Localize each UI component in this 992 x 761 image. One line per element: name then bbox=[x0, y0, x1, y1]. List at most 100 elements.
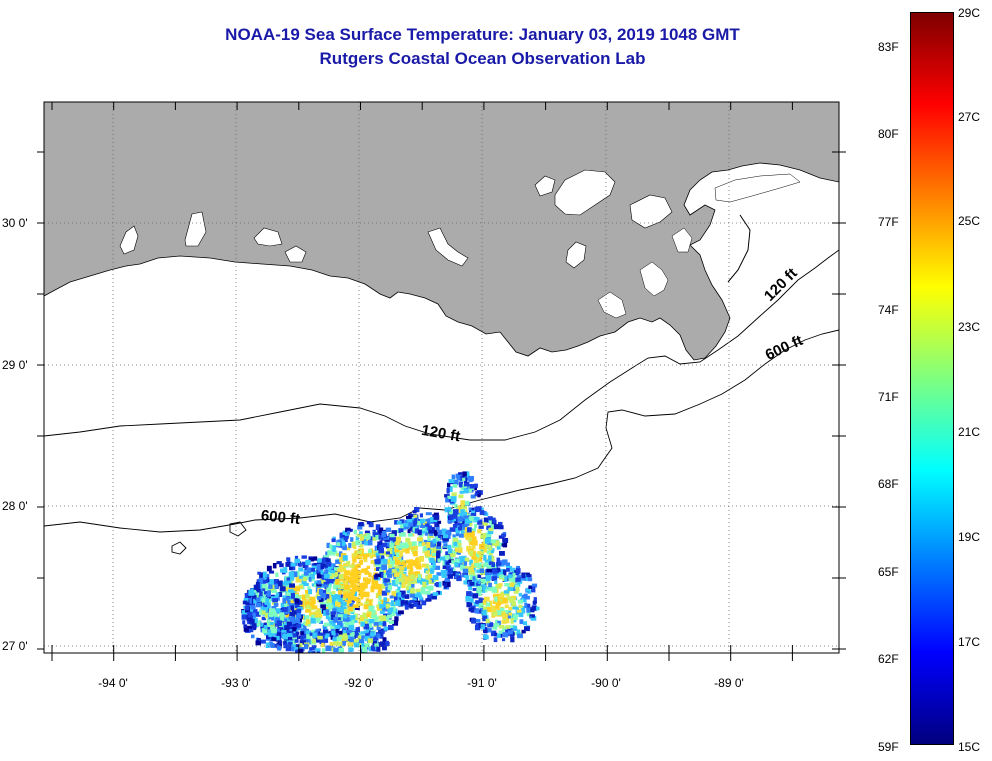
sst-pixel bbox=[471, 510, 476, 515]
sst-pixel bbox=[361, 635, 367, 639]
sst-pixel bbox=[502, 612, 506, 616]
sst-pixel bbox=[445, 530, 450, 535]
sst-pixel bbox=[367, 551, 372, 556]
sst-pixel bbox=[331, 591, 336, 595]
contour-600ft-blob-2 bbox=[229, 521, 247, 537]
sst-pixel bbox=[375, 535, 381, 540]
sst-pixel bbox=[334, 625, 340, 629]
sst-pixel bbox=[364, 540, 370, 546]
sst-pixel bbox=[497, 620, 501, 625]
sst-pixel bbox=[283, 633, 288, 640]
sst-pixel bbox=[367, 610, 372, 615]
sst-pixel bbox=[318, 589, 323, 595]
sst-pixel bbox=[343, 593, 350, 599]
sst-pixel bbox=[464, 574, 468, 578]
sst-pixel bbox=[274, 583, 279, 589]
map-subtitle: Rutgers Coastal Ocean Observation Lab bbox=[319, 49, 646, 68]
sst-pixel bbox=[474, 506, 480, 513]
sst-pixel bbox=[298, 562, 302, 567]
sst-pixel bbox=[489, 600, 493, 606]
sst-pixel bbox=[506, 610, 512, 614]
sst-pixel bbox=[354, 630, 358, 637]
sst-pixel bbox=[381, 534, 387, 538]
sst-pixel bbox=[478, 525, 484, 529]
sst-pixel bbox=[316, 613, 323, 618]
sst-pixel bbox=[309, 567, 315, 572]
sst-pixel bbox=[320, 604, 326, 609]
lon-label-91: -91 0' bbox=[467, 676, 497, 690]
sst-pixel bbox=[379, 540, 383, 546]
sst-pixel bbox=[415, 588, 421, 593]
sst-pixel bbox=[389, 572, 396, 577]
sst-pixel bbox=[351, 541, 356, 547]
sst-pixel bbox=[408, 541, 414, 546]
sst-pixel bbox=[306, 633, 311, 639]
sst-pixel bbox=[473, 601, 479, 607]
sst-pixel bbox=[276, 620, 282, 627]
sst-pixel bbox=[458, 533, 464, 538]
sst-pixel bbox=[260, 639, 266, 644]
lake-salvador bbox=[565, 241, 587, 269]
sst-pixel bbox=[533, 597, 537, 603]
sst-pixel bbox=[327, 571, 334, 576]
sst-pixel bbox=[374, 643, 379, 647]
sst-pixel bbox=[389, 549, 396, 555]
sst-pixel bbox=[324, 569, 329, 575]
sst-pixel bbox=[472, 587, 477, 591]
sst-pixel bbox=[292, 610, 297, 615]
sst-pixel bbox=[495, 619, 499, 624]
contour-120ft bbox=[44, 249, 839, 441]
sst-pixel bbox=[349, 636, 354, 643]
sst-pixel bbox=[422, 546, 427, 552]
sst-pixel bbox=[425, 575, 431, 580]
sst-pixel bbox=[362, 612, 367, 618]
sst-pixel bbox=[430, 543, 435, 548]
sst-pixel bbox=[305, 619, 311, 625]
sst-pixel bbox=[460, 529, 465, 536]
sst-pixel bbox=[350, 572, 354, 576]
sst-pixel bbox=[463, 561, 468, 566]
sst-pixel bbox=[512, 604, 517, 610]
sst-pixel bbox=[338, 573, 344, 579]
sst-pixel bbox=[262, 571, 267, 578]
sst-pixel bbox=[356, 576, 361, 580]
sst-pixel bbox=[496, 546, 501, 550]
sst-pixel bbox=[379, 599, 384, 605]
sst-pixel bbox=[501, 543, 506, 547]
sst-pixel bbox=[435, 538, 440, 543]
sst-pixel bbox=[348, 644, 353, 650]
sst-pixel bbox=[499, 574, 504, 579]
sst-pixel bbox=[512, 567, 516, 573]
sst-pixel bbox=[344, 600, 351, 604]
sst-pixel bbox=[488, 586, 494, 592]
sst-pixel bbox=[259, 591, 263, 596]
sst-pixel bbox=[394, 520, 399, 525]
sst-pixel bbox=[312, 632, 317, 638]
sst-pixel bbox=[286, 633, 293, 637]
sst-pixel bbox=[379, 610, 385, 614]
sst-pixel bbox=[426, 545, 430, 552]
sst-pixel bbox=[385, 603, 389, 609]
sst-pixel bbox=[396, 520, 402, 525]
sst-pixel bbox=[346, 634, 351, 639]
sst-pixel bbox=[445, 534, 451, 539]
sst-pixel bbox=[256, 620, 261, 626]
sst-pixel bbox=[353, 568, 359, 575]
sst-pixel bbox=[496, 610, 502, 616]
sst-pixel bbox=[245, 593, 252, 599]
sst-pixel bbox=[343, 534, 349, 539]
sst-pixel bbox=[404, 604, 409, 610]
sst-pixel bbox=[338, 597, 344, 602]
sst-pixel bbox=[355, 586, 361, 592]
sst-pixel bbox=[391, 539, 395, 546]
sst-pixel bbox=[342, 555, 348, 561]
sst-pixel bbox=[335, 552, 341, 557]
sst-pixel bbox=[520, 576, 526, 581]
sst-pixel bbox=[363, 556, 368, 563]
sst-pixel bbox=[486, 544, 492, 549]
sst-pixel bbox=[485, 573, 491, 579]
sst-pixel bbox=[526, 603, 531, 608]
sst-pixel bbox=[265, 642, 270, 648]
sst-pixel bbox=[332, 548, 336, 552]
sst-pixel bbox=[463, 580, 468, 585]
